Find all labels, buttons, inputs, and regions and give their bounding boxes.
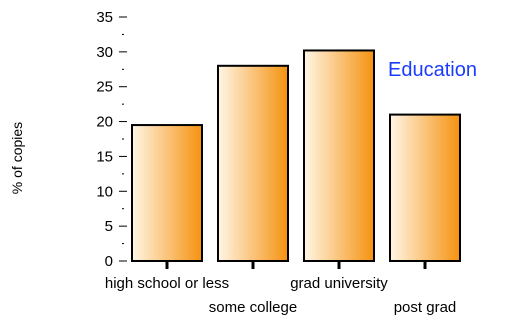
education-annotation: Education bbox=[388, 59, 477, 81]
y-tick-label: 5 bbox=[105, 218, 113, 235]
y-tick-label: 10 bbox=[96, 183, 113, 200]
bar-grad-university bbox=[303, 49, 375, 262]
y-tick-label: 30 bbox=[96, 44, 113, 61]
x-category-label: high school or less bbox=[105, 275, 229, 292]
x-category-label: some college bbox=[209, 299, 297, 316]
bars bbox=[131, 49, 461, 269]
y-axis: 0 5 10 15 20 25 30 35 bbox=[96, 9, 127, 270]
y-tick-label: 35 bbox=[96, 9, 113, 26]
bar-high-school-or-less bbox=[131, 124, 203, 262]
y-tick-label: 0 bbox=[105, 253, 113, 270]
y-tick-label: 20 bbox=[96, 114, 113, 131]
y-axis-title: % of copies bbox=[9, 122, 25, 194]
y-tick-label: 25 bbox=[96, 79, 113, 96]
bar-post-grad bbox=[389, 113, 461, 262]
x-category-label: grad university bbox=[290, 275, 388, 292]
bar-some-college bbox=[217, 64, 289, 262]
y-tick-label: 15 bbox=[96, 148, 113, 165]
x-axis-labels: high school or less some college grad univ… bbox=[105, 275, 456, 316]
x-category-label: post grad bbox=[394, 299, 457, 316]
